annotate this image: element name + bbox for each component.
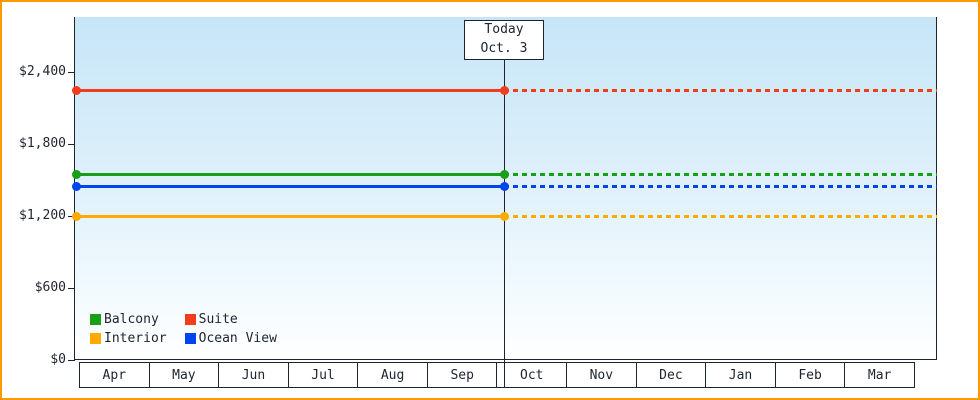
y-tick-mark [68,288,75,289]
x-axis-month-dec: Dec [635,362,707,388]
x-axis-month-feb: Feb [774,362,846,388]
y-tick-label: $600 [34,280,66,295]
x-axis-month-jun: Jun [218,362,289,388]
x-axis-month-jan: Jan [705,362,776,388]
series-marker-interior-today [499,211,509,221]
legend-swatch-ocean-view [184,333,196,344]
x-axis-month-apr: Apr [79,362,150,388]
series-marker-interior-start [71,211,81,221]
series-line-balcony-solid [74,172,504,176]
series-marker-suite-start [71,85,81,95]
y-tick-label: $1,800 [19,136,66,151]
series-line-interior-solid [74,214,504,218]
series-line-suite-dotted [504,88,937,92]
x-axis-month-aug: Aug [357,362,428,388]
legend-swatch-suite [184,314,196,325]
legend-item-balcony: Balcony [90,312,167,327]
x-axis-month-may: May [148,362,220,388]
y-tick-label: $2,400 [19,64,66,79]
series-marker-ocean-view-start [71,181,81,191]
legend-swatch-balcony [90,314,101,325]
y-tick-label: $1,200 [19,208,66,223]
series-line-interior-dotted [504,214,937,218]
series-marker-ocean-view-today [499,181,509,191]
legend-item-interior: Interior [90,331,167,346]
x-axis-month-mar: Mar [844,362,915,388]
series-marker-balcony-today [499,169,509,179]
legend-label-interior: Interior [104,331,167,346]
legend-label-balcony: Balcony [104,312,159,327]
series-line-suite-solid [74,88,504,92]
y-tick-mark [68,72,75,73]
legend-label-ocean-view: Ocean View [198,331,277,346]
legend-item-suite: Suite [184,312,277,327]
legend-item-ocean-view: Ocean View [184,331,277,346]
y-tick-label: $0 [50,352,66,367]
legend-label-suite: Suite [198,312,238,327]
y-tick-mark [68,360,75,361]
today-label: Today Oct. 3 [464,20,544,60]
x-axis: Apr May Jun Jul Aug Sep Oct Nov Dec Jan Feb Mar [79,362,915,388]
legend-swatch-interior [90,333,101,344]
series-line-ocean-view-dotted [504,184,937,188]
x-axis-month-oct: Oct [496,362,568,388]
today-label-line1: Today [484,22,524,38]
x-axis-month-sep: Sep [426,362,498,388]
x-axis-month-nov: Nov [566,362,637,388]
today-label-line2: Oct. 3 [480,41,528,56]
legend: Balcony Suite Interior Ocean View [90,312,277,346]
series-line-balcony-dotted [504,172,937,176]
series-marker-suite-today [499,85,509,95]
today-line [504,59,505,388]
x-axis-month-jul: Jul [287,362,359,388]
series-line-ocean-view-solid [74,184,504,188]
series-marker-balcony-start [71,169,81,179]
y-tick-mark [68,144,75,145]
